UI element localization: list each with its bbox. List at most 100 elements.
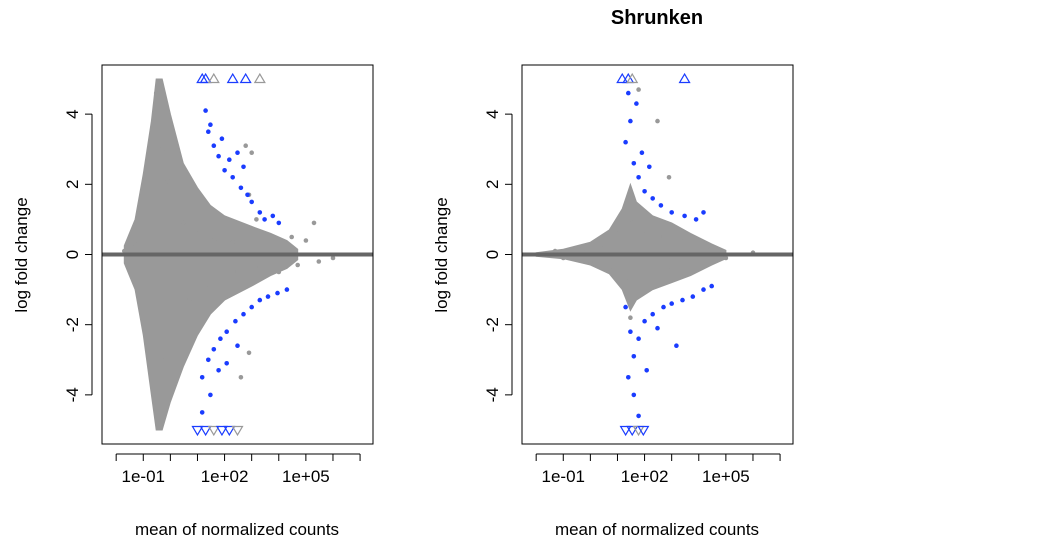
gene-point — [636, 87, 641, 92]
gene-point — [615, 231, 620, 236]
significant-gene-point — [208, 122, 213, 127]
significant-gene-point — [626, 90, 631, 96]
gene-point — [153, 90, 159, 96]
significant-gene-point — [257, 297, 263, 303]
gene-point — [682, 238, 687, 243]
gene-point — [295, 262, 301, 268]
gene-density-area — [535, 182, 727, 312]
gene-point — [642, 273, 647, 278]
gene-point — [159, 146, 165, 152]
ma-plot-left: 1e-01 1e+02 1e+05 -4 -2 0 2 4 mean of normaliz… — [12, 64, 374, 539]
significant-gene-point — [623, 139, 628, 145]
y-tick-label: -2 — [63, 317, 82, 332]
gene-point — [249, 150, 254, 155]
gene-point — [628, 217, 633, 222]
gene-point — [243, 143, 248, 148]
y-tick-label: -4 — [63, 387, 82, 402]
gene-point — [276, 269, 282, 275]
significant-gene-point — [682, 213, 687, 219]
significant-gene-point — [199, 375, 205, 380]
gene-point — [211, 238, 217, 243]
y-axis-label: log fold change — [12, 197, 31, 312]
gene-point — [623, 276, 628, 282]
gene-point — [246, 350, 252, 356]
gene-point — [122, 248, 127, 254]
y-tick-label: 0 — [483, 250, 502, 259]
significant-gene-point — [208, 392, 213, 398]
y-axis: -4 -2 0 2 4 — [483, 109, 513, 402]
x-tick-label: 1e-01 — [122, 467, 165, 486]
y-axis-label: log fold change — [432, 197, 451, 312]
significant-gene-point — [241, 311, 246, 317]
out-of-range-up-marker — [199, 72, 212, 84]
significant-gene-point — [199, 410, 205, 415]
significant-gene-point — [276, 220, 282, 226]
significant-gene-point — [661, 304, 666, 310]
significant-gene-point — [634, 101, 639, 106]
significant-gene-point — [636, 413, 641, 419]
gene-point — [330, 255, 336, 261]
out-of-range-down-marker — [191, 425, 204, 437]
gene-point — [696, 262, 702, 268]
significant-gene-point — [235, 343, 240, 349]
significant-gene-point — [642, 318, 647, 324]
out-of-range-down-marker — [637, 425, 650, 437]
gene-point — [235, 269, 240, 275]
significant-gene-point — [257, 210, 263, 215]
gene-point — [195, 231, 200, 236]
gene-point — [588, 259, 593, 264]
y-tick-label: -4 — [483, 387, 502, 402]
y-tick-label: -2 — [483, 317, 502, 332]
gene-point — [628, 315, 633, 321]
significant-gene-point — [628, 118, 633, 124]
significant-gene-point — [650, 311, 655, 317]
significant-gene-point — [669, 210, 674, 215]
data-points — [122, 72, 336, 437]
gene-point — [172, 203, 178, 208]
x-axis-label: mean of normalized counts — [555, 520, 759, 539]
gene-point — [257, 264, 263, 270]
significant-gene-point — [233, 318, 238, 324]
significant-gene-point — [230, 175, 235, 180]
significant-gene-point — [238, 185, 244, 191]
out-of-range-up-marker — [626, 72, 639, 84]
out-of-range-down-marker — [626, 425, 639, 437]
gene-point — [661, 234, 666, 240]
gene-point — [254, 217, 259, 222]
x-axis: 1e-01 1e+02 1e+05 — [115, 453, 361, 486]
significant-gene-point — [628, 329, 633, 335]
gene-point — [168, 311, 173, 317]
gene-point — [238, 375, 244, 380]
significant-gene-point — [658, 203, 664, 208]
out-of-range-down-marker — [215, 425, 228, 437]
out-of-range-up-marker — [253, 72, 266, 84]
gene-point — [230, 239, 235, 245]
significant-gene-point — [701, 287, 706, 292]
gene-point — [669, 266, 674, 271]
gene-point — [579, 246, 585, 252]
significant-gene-point — [709, 283, 714, 289]
gene-point — [132, 241, 138, 247]
significant-gene-point — [701, 210, 706, 215]
ma-plot-shrunken: Shrunken 1e-01 1e+02 1e+05 -4 -2 0 2 4 mean of… — [432, 7, 794, 539]
x-tick-label: 1e+02 — [201, 467, 249, 486]
out-of-range-down-marker — [207, 425, 220, 437]
significant-gene-point — [623, 304, 628, 310]
gene-point — [187, 297, 192, 303]
significant-gene-point — [669, 301, 674, 306]
gene-point — [203, 283, 208, 289]
y-tick-label: 4 — [63, 109, 82, 118]
out-of-range-up-marker — [207, 72, 220, 84]
significant-gene-point — [211, 143, 217, 148]
significant-gene-point — [227, 157, 232, 162]
y-tick-label: 0 — [63, 250, 82, 259]
significant-gene-point — [270, 213, 276, 219]
y-tick-label: 2 — [483, 180, 502, 189]
significant-gene-point — [241, 164, 246, 170]
gene-point — [162, 354, 167, 359]
significant-gene-point — [650, 196, 655, 201]
significant-gene-point — [216, 368, 221, 373]
gene-point — [249, 241, 254, 247]
gene-point — [181, 220, 186, 226]
